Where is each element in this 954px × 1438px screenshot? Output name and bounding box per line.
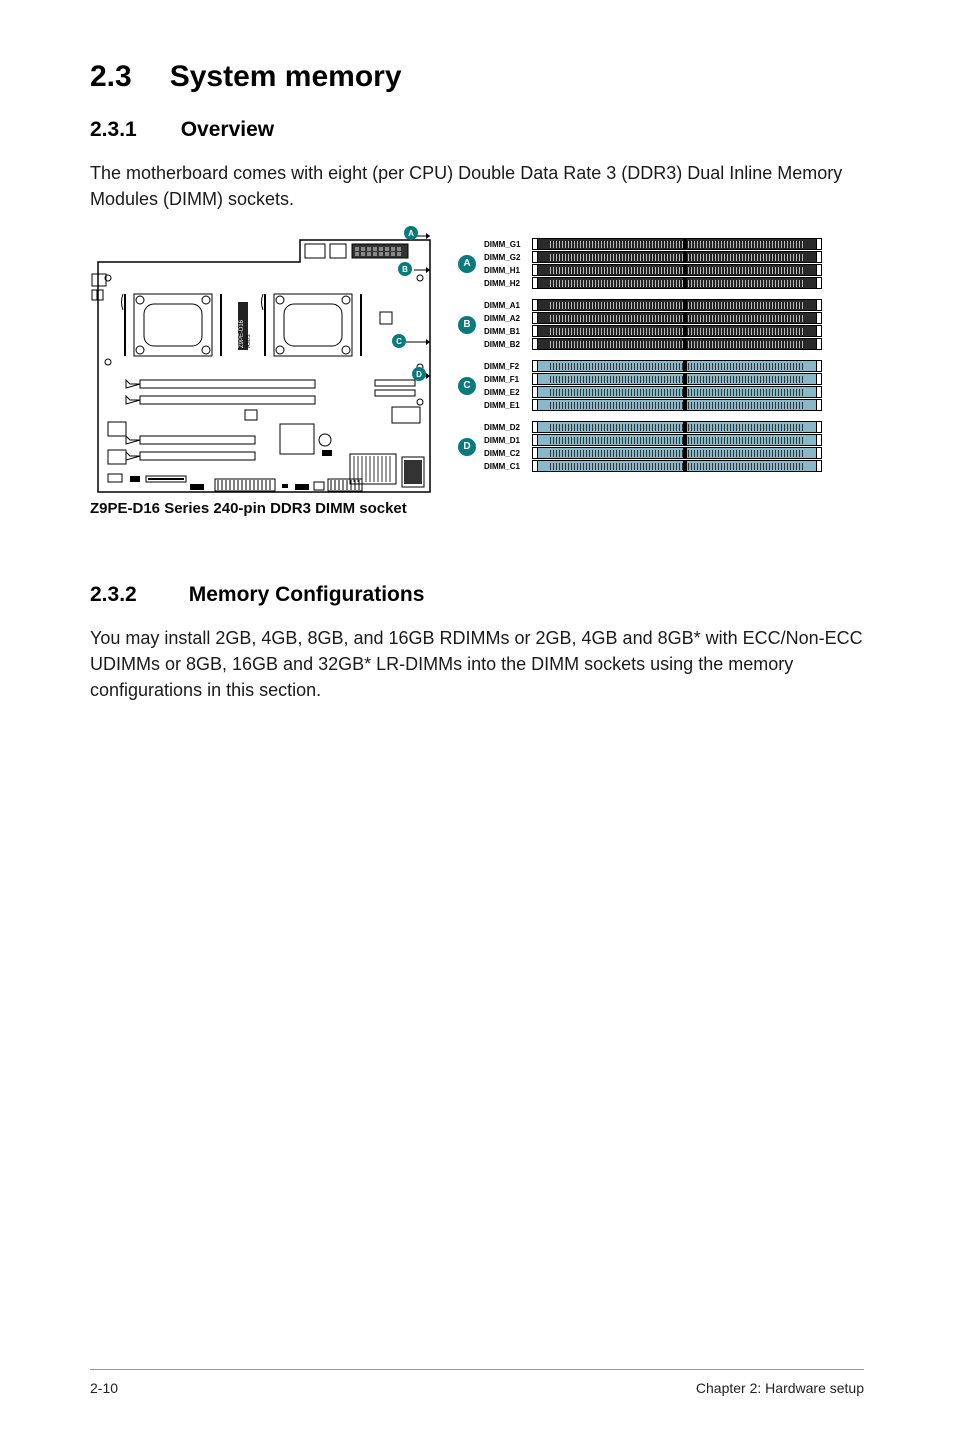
dimm-slot xyxy=(532,299,822,311)
dimm-group-b: B DIMM_A1 DIMM_A2 DIMM_B1 DIMM_B2 xyxy=(458,299,860,350)
svg-text:ASUS: ASUS xyxy=(246,334,252,348)
slot-label: DIMM_D2 xyxy=(484,423,528,432)
dimm-slot xyxy=(532,360,822,372)
dimm-diagram: Z9PE-D16 ASUS xyxy=(90,232,860,517)
slot-label: DIMM_B2 xyxy=(484,340,528,349)
slot-label: DIMM_F2 xyxy=(484,362,528,371)
subsection-1-text: The motherboard comes with eight (per CP… xyxy=(90,160,864,212)
dimm-group-c: C DIMM_F2 DIMM_F1 DIMM_E2 DIMM_E1 xyxy=(458,360,860,411)
dimm-slot xyxy=(532,264,822,276)
section-number: 2.3 xyxy=(90,60,132,94)
footer-page-number: 2-10 xyxy=(90,1380,118,1396)
dimm-slot xyxy=(532,460,822,472)
slot-row: DIMM_B1 xyxy=(484,325,822,337)
slot-row: DIMM_G2 xyxy=(484,251,822,263)
subsection-2-number: 2.3.2 xyxy=(90,583,137,607)
slot-stack-a: DIMM_G1 DIMM_G2 DIMM_H1 DIMM_H2 xyxy=(484,238,822,289)
subsection-1-number: 2.3.1 xyxy=(90,118,137,142)
dimm-slot xyxy=(532,238,822,250)
svg-text:Z9PE-D16: Z9PE-D16 xyxy=(239,320,245,349)
diagram-caption: Z9PE-D16 Series 240-pin DDR3 DIMM socket xyxy=(90,500,860,517)
bottom-pins xyxy=(130,476,362,491)
slot-row: DIMM_E1 xyxy=(484,399,822,411)
dimm-slot xyxy=(532,434,822,446)
cpu-socket-1 xyxy=(122,294,222,356)
dimm-slot xyxy=(532,277,822,289)
motherboard-schematic: Z9PE-D16 ASUS xyxy=(90,232,440,494)
motherboard-svg: Z9PE-D16 ASUS xyxy=(90,232,440,494)
slot-label: DIMM_F1 xyxy=(484,375,528,384)
section-title: System memory xyxy=(170,60,402,94)
dimm-slot xyxy=(532,373,822,385)
slot-row: DIMM_A1 xyxy=(484,299,822,311)
slot-label: DIMM_A2 xyxy=(484,314,528,323)
slot-row: DIMM_H2 xyxy=(484,277,822,289)
subsection-2-text: You may install 2GB, 4GB, 8GB, and 16GB … xyxy=(90,625,864,703)
slot-label: DIMM_B1 xyxy=(484,327,528,336)
slot-row: DIMM_F1 xyxy=(484,373,822,385)
slot-row: DIMM_B2 xyxy=(484,338,822,350)
slot-label: DIMM_D1 xyxy=(484,436,528,445)
pci-slots xyxy=(126,380,315,460)
slot-label: DIMM_A1 xyxy=(484,301,528,310)
subsection-1-heading: 2.3.1 Overview xyxy=(90,118,864,142)
diagram-row: Z9PE-D16 ASUS xyxy=(90,232,860,494)
dimm-slot xyxy=(532,421,822,433)
dimm-slot xyxy=(532,338,822,350)
dimm-slot xyxy=(532,386,822,398)
cpu-socket-2 xyxy=(262,294,362,356)
subsection-2-title: Memory Configurations xyxy=(189,583,425,607)
slot-label: DIMM_C1 xyxy=(484,462,528,471)
slot-label: DIMM_C2 xyxy=(484,449,528,458)
dimm-panel: A DIMM_G1 DIMM_G2 DIMM_H1 DIMM_H2 B DIMM… xyxy=(458,232,860,472)
slot-stack-d: DIMM_D2 DIMM_D1 DIMM_C2 DIMM_C1 xyxy=(484,421,822,472)
slot-row: DIMM_E2 xyxy=(484,386,822,398)
dimm-group-d: D DIMM_D2 DIMM_D1 DIMM_C2 DIMM_C1 xyxy=(458,421,860,472)
slot-stack-c: DIMM_F2 DIMM_F1 DIMM_E2 DIMM_E1 xyxy=(484,360,822,411)
slot-row: DIMM_D2 xyxy=(484,421,822,433)
section-heading: 2.3 System memory xyxy=(90,60,864,94)
slot-row: DIMM_C2 xyxy=(484,447,822,459)
group-badge-a: A xyxy=(458,255,476,273)
subsection-2-heading: 2.3.2 Memory Configurations xyxy=(90,583,864,607)
dimm-slot xyxy=(532,251,822,263)
slot-row: DIMM_D1 xyxy=(484,434,822,446)
dimm-slot xyxy=(532,447,822,459)
slot-row: DIMM_G1 xyxy=(484,238,822,250)
slot-row: DIMM_H1 xyxy=(484,264,822,276)
dimm-slot xyxy=(532,399,822,411)
slot-row: DIMM_A2 xyxy=(484,312,822,324)
dimm-group-a: A DIMM_G1 DIMM_G2 DIMM_H1 DIMM_H2 xyxy=(458,238,860,289)
slot-row: DIMM_C1 xyxy=(484,460,822,472)
page-footer: 2-10 Chapter 2: Hardware setup xyxy=(90,1369,864,1396)
group-badge-c: C xyxy=(458,377,476,395)
footer-chapter: Chapter 2: Hardware setup xyxy=(696,1380,864,1396)
slot-label: DIMM_H1 xyxy=(484,266,528,275)
dimm-slot xyxy=(532,312,822,324)
slot-stack-b: DIMM_A1 DIMM_A2 DIMM_B1 DIMM_B2 xyxy=(484,299,822,350)
slot-label: DIMM_G1 xyxy=(484,240,528,249)
group-badge-b: B xyxy=(458,316,476,334)
slot-label: DIMM_E1 xyxy=(484,401,528,410)
group-badge-d: D xyxy=(458,438,476,456)
slot-label: DIMM_E2 xyxy=(484,388,528,397)
dimm-slot xyxy=(532,325,822,337)
slot-label: DIMM_H2 xyxy=(484,279,528,288)
slot-label: DIMM_G2 xyxy=(484,253,528,262)
subsection-1-title: Overview xyxy=(181,118,274,142)
slot-row: DIMM_F2 xyxy=(484,360,822,372)
